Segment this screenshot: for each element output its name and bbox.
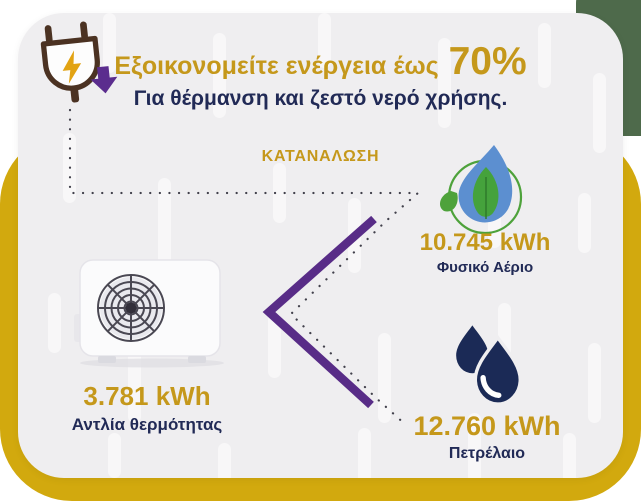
background-streak <box>268 313 281 378</box>
background-streak <box>468 413 481 478</box>
subtitle: Για θέρμανση και ζεστό νερό χρήσης. <box>133 87 508 110</box>
background-streak <box>318 13 331 68</box>
natural-gas-values: 10.745 kWh Φυσικό Αέριο <box>390 229 580 276</box>
oil-kwh-value: 12.760 kWh <box>413 411 561 441</box>
title-text: Εξοικονομείτε ενέργεια έως <box>114 52 439 80</box>
oil-label: Πετρέλαιο <box>448 445 526 462</box>
consumption-label: ΚΑΤΑΝΑΛΩΣΗ <box>261 148 380 165</box>
background-streak <box>273 163 286 223</box>
oil-values: 12.760 kWh Πετρέλαιο <box>392 411 582 463</box>
background-streak <box>538 23 551 88</box>
page-title: Εξοικονομείτε ενέργεια έως 70% <box>0 42 641 81</box>
gas-flame-leaf-icon <box>440 145 523 235</box>
lightning-icon <box>62 50 82 84</box>
background-streak <box>48 293 61 353</box>
down-arrow-icon <box>90 66 118 94</box>
background-streak <box>578 193 591 253</box>
heat-pump-unit-icon <box>74 259 224 368</box>
background-streak <box>63 133 76 203</box>
background-streak <box>358 428 371 478</box>
background-streak <box>108 433 121 478</box>
background-streak <box>593 73 606 153</box>
oil-drops-icon <box>456 325 522 406</box>
heat-pump-label: Αντλία θερμότητας <box>71 415 223 434</box>
heat-pump-kwh-value: 3.781 kWh <box>83 381 211 411</box>
background-streak <box>218 443 231 478</box>
gas-kwh-value: 10.745 kWh <box>419 229 551 256</box>
gas-label: Φυσικό Αέριο <box>436 259 534 276</box>
heat-pump-values: 3.781 kWh Αντλία θερμότητας <box>52 381 242 435</box>
background-streak <box>438 38 451 128</box>
background-streak <box>213 33 226 118</box>
background-streak <box>103 13 116 73</box>
background-streak <box>378 333 391 423</box>
title-percentage: 70% <box>448 40 527 83</box>
background-streak <box>348 198 361 273</box>
background-streak <box>588 343 601 423</box>
power-plug-lightning-icon <box>40 21 118 103</box>
background-streak <box>563 433 576 478</box>
